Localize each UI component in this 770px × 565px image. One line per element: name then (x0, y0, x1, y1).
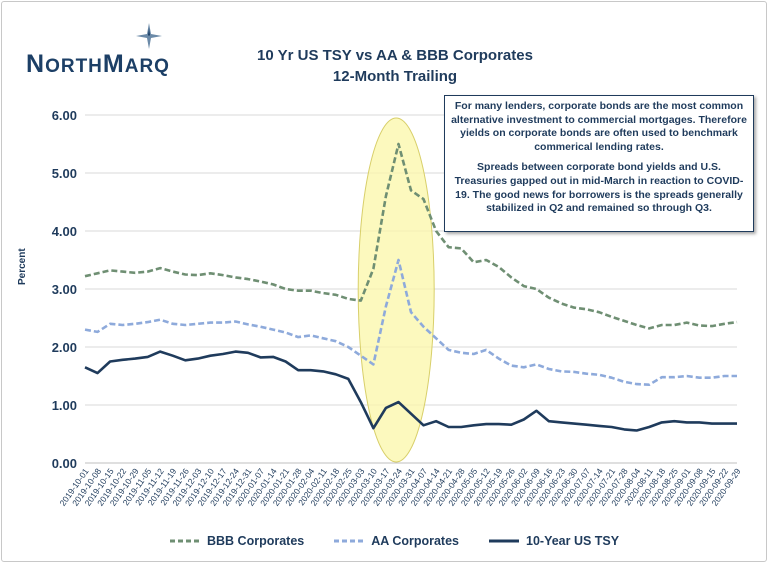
legend-swatch-bbb (170, 539, 200, 543)
logo-wordmark: NORTHMARQ (26, 50, 170, 78)
commentary-box: For many lenders, corporate bonds are th… (444, 95, 754, 232)
compass-star-icon (136, 23, 162, 49)
chart-title-block: 10 Yr US TSY vs AA & BBB Corporates 12-M… (210, 45, 580, 87)
chart-title: 10 Yr US TSY vs AA & BBB Corporates (257, 47, 533, 64)
commentary-paragraph-1: For many lenders, corporate bonds are th… (451, 100, 747, 153)
legend-label-aa: AA Corporates (371, 534, 459, 548)
y-tick-label: 6.00 (52, 108, 77, 123)
y-tick-label: 4.00 (52, 224, 77, 239)
series-line-bbb-corporates (84, 142, 738, 330)
y-tick-label: 0.00 (52, 456, 77, 471)
chart-subtitle: 12-Month Trailing (332, 68, 458, 85)
legend-swatch-aa (334, 539, 365, 543)
y-tick-label: 5.00 (52, 166, 77, 181)
series-line-aa-corporates (84, 258, 737, 387)
legend-item-aa: AA Corporates (334, 534, 459, 548)
covid-highlight-ellipse (357, 117, 435, 463)
commentary-paragraph-2: Spreads between corporate bond yields an… (454, 161, 744, 215)
y-tick-label: 1.00 (52, 398, 77, 413)
y-tick-label: 3.00 (52, 282, 77, 297)
legend: BBB Corporates AA Corporates 10-Year US … (170, 532, 619, 550)
legend-label-bbb: BBB Corporates (207, 534, 305, 548)
y-tick-label: 2.00 (52, 340, 77, 355)
legend-label-tsy: 10-Year US TSY (526, 534, 620, 548)
legend-swatch-tsy (489, 539, 519, 543)
legend-item-bbb: BBB Corporates (170, 534, 304, 548)
legend-item-tsy: 10-Year US TSY (489, 534, 619, 548)
series-line-10-year-us-tsy (84, 350, 737, 432)
northmarq-logo: NORTHMARQ (26, 23, 201, 80)
